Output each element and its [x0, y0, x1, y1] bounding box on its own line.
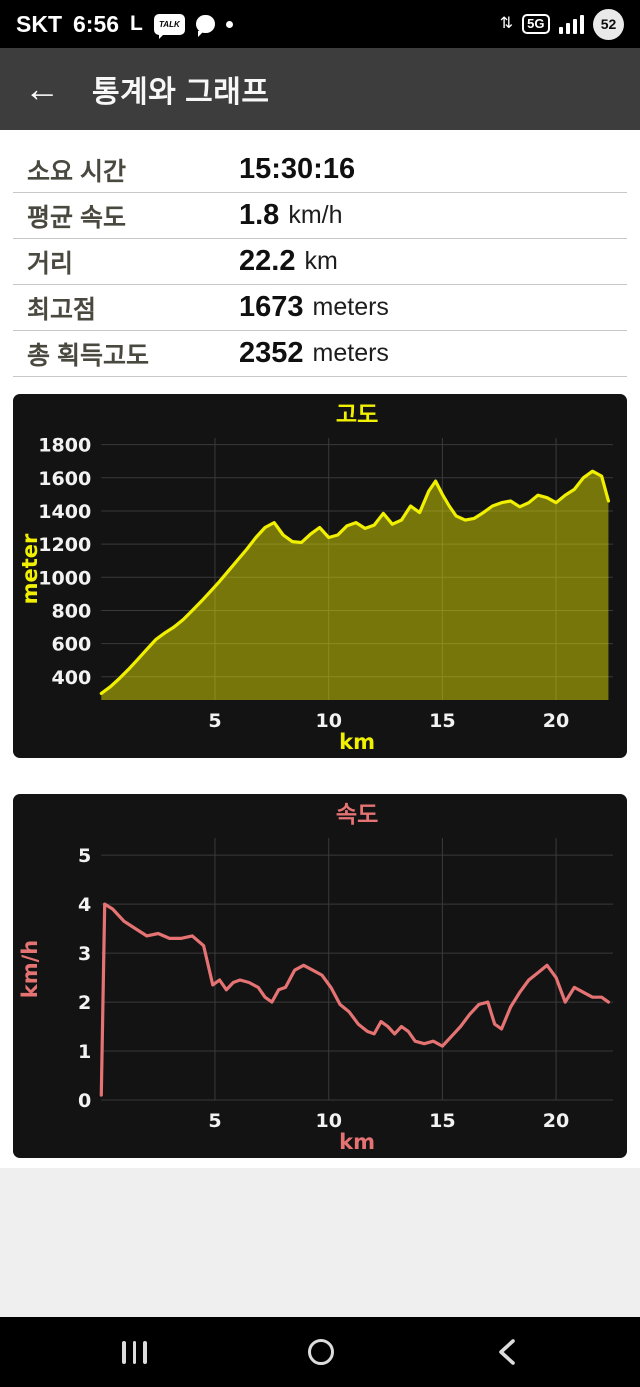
- bottom-sheet-panel: [0, 1168, 640, 1317]
- svg-text:고도: 고도: [336, 402, 378, 428]
- svg-text:600: 600: [51, 634, 91, 656]
- stat-label: 총 획득고도: [27, 341, 149, 370]
- svg-text:km: km: [339, 1129, 375, 1154]
- svg-text:1600: 1600: [38, 468, 91, 490]
- stat-unit: km: [304, 247, 338, 275]
- stat-value: 2352: [239, 337, 304, 369]
- kakaotalk-icon: TALK: [153, 13, 185, 39]
- back-arrow-icon[interactable]: ←: [24, 68, 60, 109]
- stat-label: 거리: [27, 249, 74, 278]
- lte-icon: L: [130, 12, 143, 35]
- navigation-bar: [0, 1317, 640, 1387]
- svg-text:4: 4: [78, 894, 91, 916]
- stat-value: 22.2: [239, 245, 296, 277]
- svg-text:20: 20: [543, 710, 570, 732]
- back-button[interactable]: [496, 1337, 518, 1367]
- stat-row-highest-point: 최고점 1673 meters: [13, 285, 627, 331]
- recent-apps-icon: [122, 1340, 147, 1364]
- svg-text:meter: meter: [17, 533, 42, 604]
- svg-text:0: 0: [78, 1090, 91, 1112]
- svg-text:1800: 1800: [38, 435, 91, 457]
- kakaotalk-icon-label: TALK: [159, 19, 180, 29]
- stat-row-duration: 소요 시간 15:30:16: [13, 147, 627, 193]
- svg-text:15: 15: [429, 1110, 456, 1132]
- home-icon: [308, 1339, 335, 1365]
- stat-label: 최고점: [27, 295, 97, 324]
- status-bar-left: SKT 6:56 L TALK: [16, 10, 233, 39]
- stat-label: 평균 속도: [27, 203, 126, 232]
- svg-text:800: 800: [51, 601, 91, 623]
- notification-dot-icon: [225, 20, 233, 28]
- stat-value: 1.8: [239, 199, 280, 231]
- stat-unit: meters: [312, 339, 389, 367]
- chat-bubble-icon: [195, 15, 215, 37]
- stat-value: 15:30:16: [239, 153, 356, 185]
- svg-text:1200: 1200: [38, 534, 91, 556]
- elevation-chart: 400 600 800 1000 1200 1400 1600 1800 5 10 15 20 고도 km…: [13, 394, 627, 758]
- svg-text:1000: 1000: [38, 567, 91, 589]
- page-title: 통계와 그래프: [92, 76, 270, 109]
- signal-bars-icon: [558, 14, 584, 34]
- stat-value: 1673: [239, 291, 304, 323]
- svg-text:km/h: km/h: [17, 940, 42, 998]
- stat-label: 소요 시간: [27, 157, 126, 186]
- home-button[interactable]: [308, 1339, 335, 1365]
- svg-text:10: 10: [315, 1110, 342, 1132]
- stat-unit: km/h: [288, 201, 343, 229]
- stat-row-average-speed: 평균 속도 1.8 km/h: [13, 193, 627, 239]
- svg-text:1: 1: [78, 1041, 91, 1063]
- svg-text:1400: 1400: [38, 501, 91, 523]
- svg-text:km: km: [339, 729, 375, 754]
- back-chevron-icon: [499, 1339, 515, 1365]
- svg-text:3: 3: [78, 943, 91, 965]
- status-bar-right: ⇅ 5G 52: [499, 8, 624, 40]
- svg-text:속도: 속도: [336, 802, 378, 828]
- status-bar: SKT 6:56 L TALK ⇅ 5G 52: [0, 0, 640, 48]
- svg-text:20: 20: [543, 1110, 570, 1132]
- recent-apps-button[interactable]: [122, 1340, 147, 1364]
- svg-text:10: 10: [315, 710, 342, 732]
- stat-row-total-ascent: 총 획득고도 2352 meters: [13, 331, 627, 377]
- svg-text:5: 5: [208, 710, 221, 732]
- data-transfer-arrows-icon: ⇅: [499, 15, 514, 32]
- carrier-label: SKT: [16, 10, 62, 37]
- svg-text:15: 15: [429, 710, 456, 732]
- svg-text:400: 400: [51, 667, 91, 689]
- svg-text:5: 5: [78, 845, 91, 867]
- stat-row-distance: 거리 22.2 km: [13, 239, 627, 285]
- battery-icon: 52: [593, 8, 624, 40]
- svg-text:5: 5: [208, 1110, 221, 1132]
- app-header: ← 통계와 그래프: [0, 48, 640, 130]
- stat-unit: meters: [312, 293, 389, 321]
- 5g-network-icon: 5G: [522, 13, 550, 35]
- svg-text:2: 2: [78, 992, 91, 1014]
- stats-table: 소요 시간 15:30:16 평균 속도 1.8 km/h 거리 22.2 km…: [13, 147, 627, 377]
- clock: 6:56: [73, 10, 120, 37]
- speed-chart: 0 1 2 3 4 5 5 10 15 20 속도 km km/h: [13, 794, 627, 1158]
